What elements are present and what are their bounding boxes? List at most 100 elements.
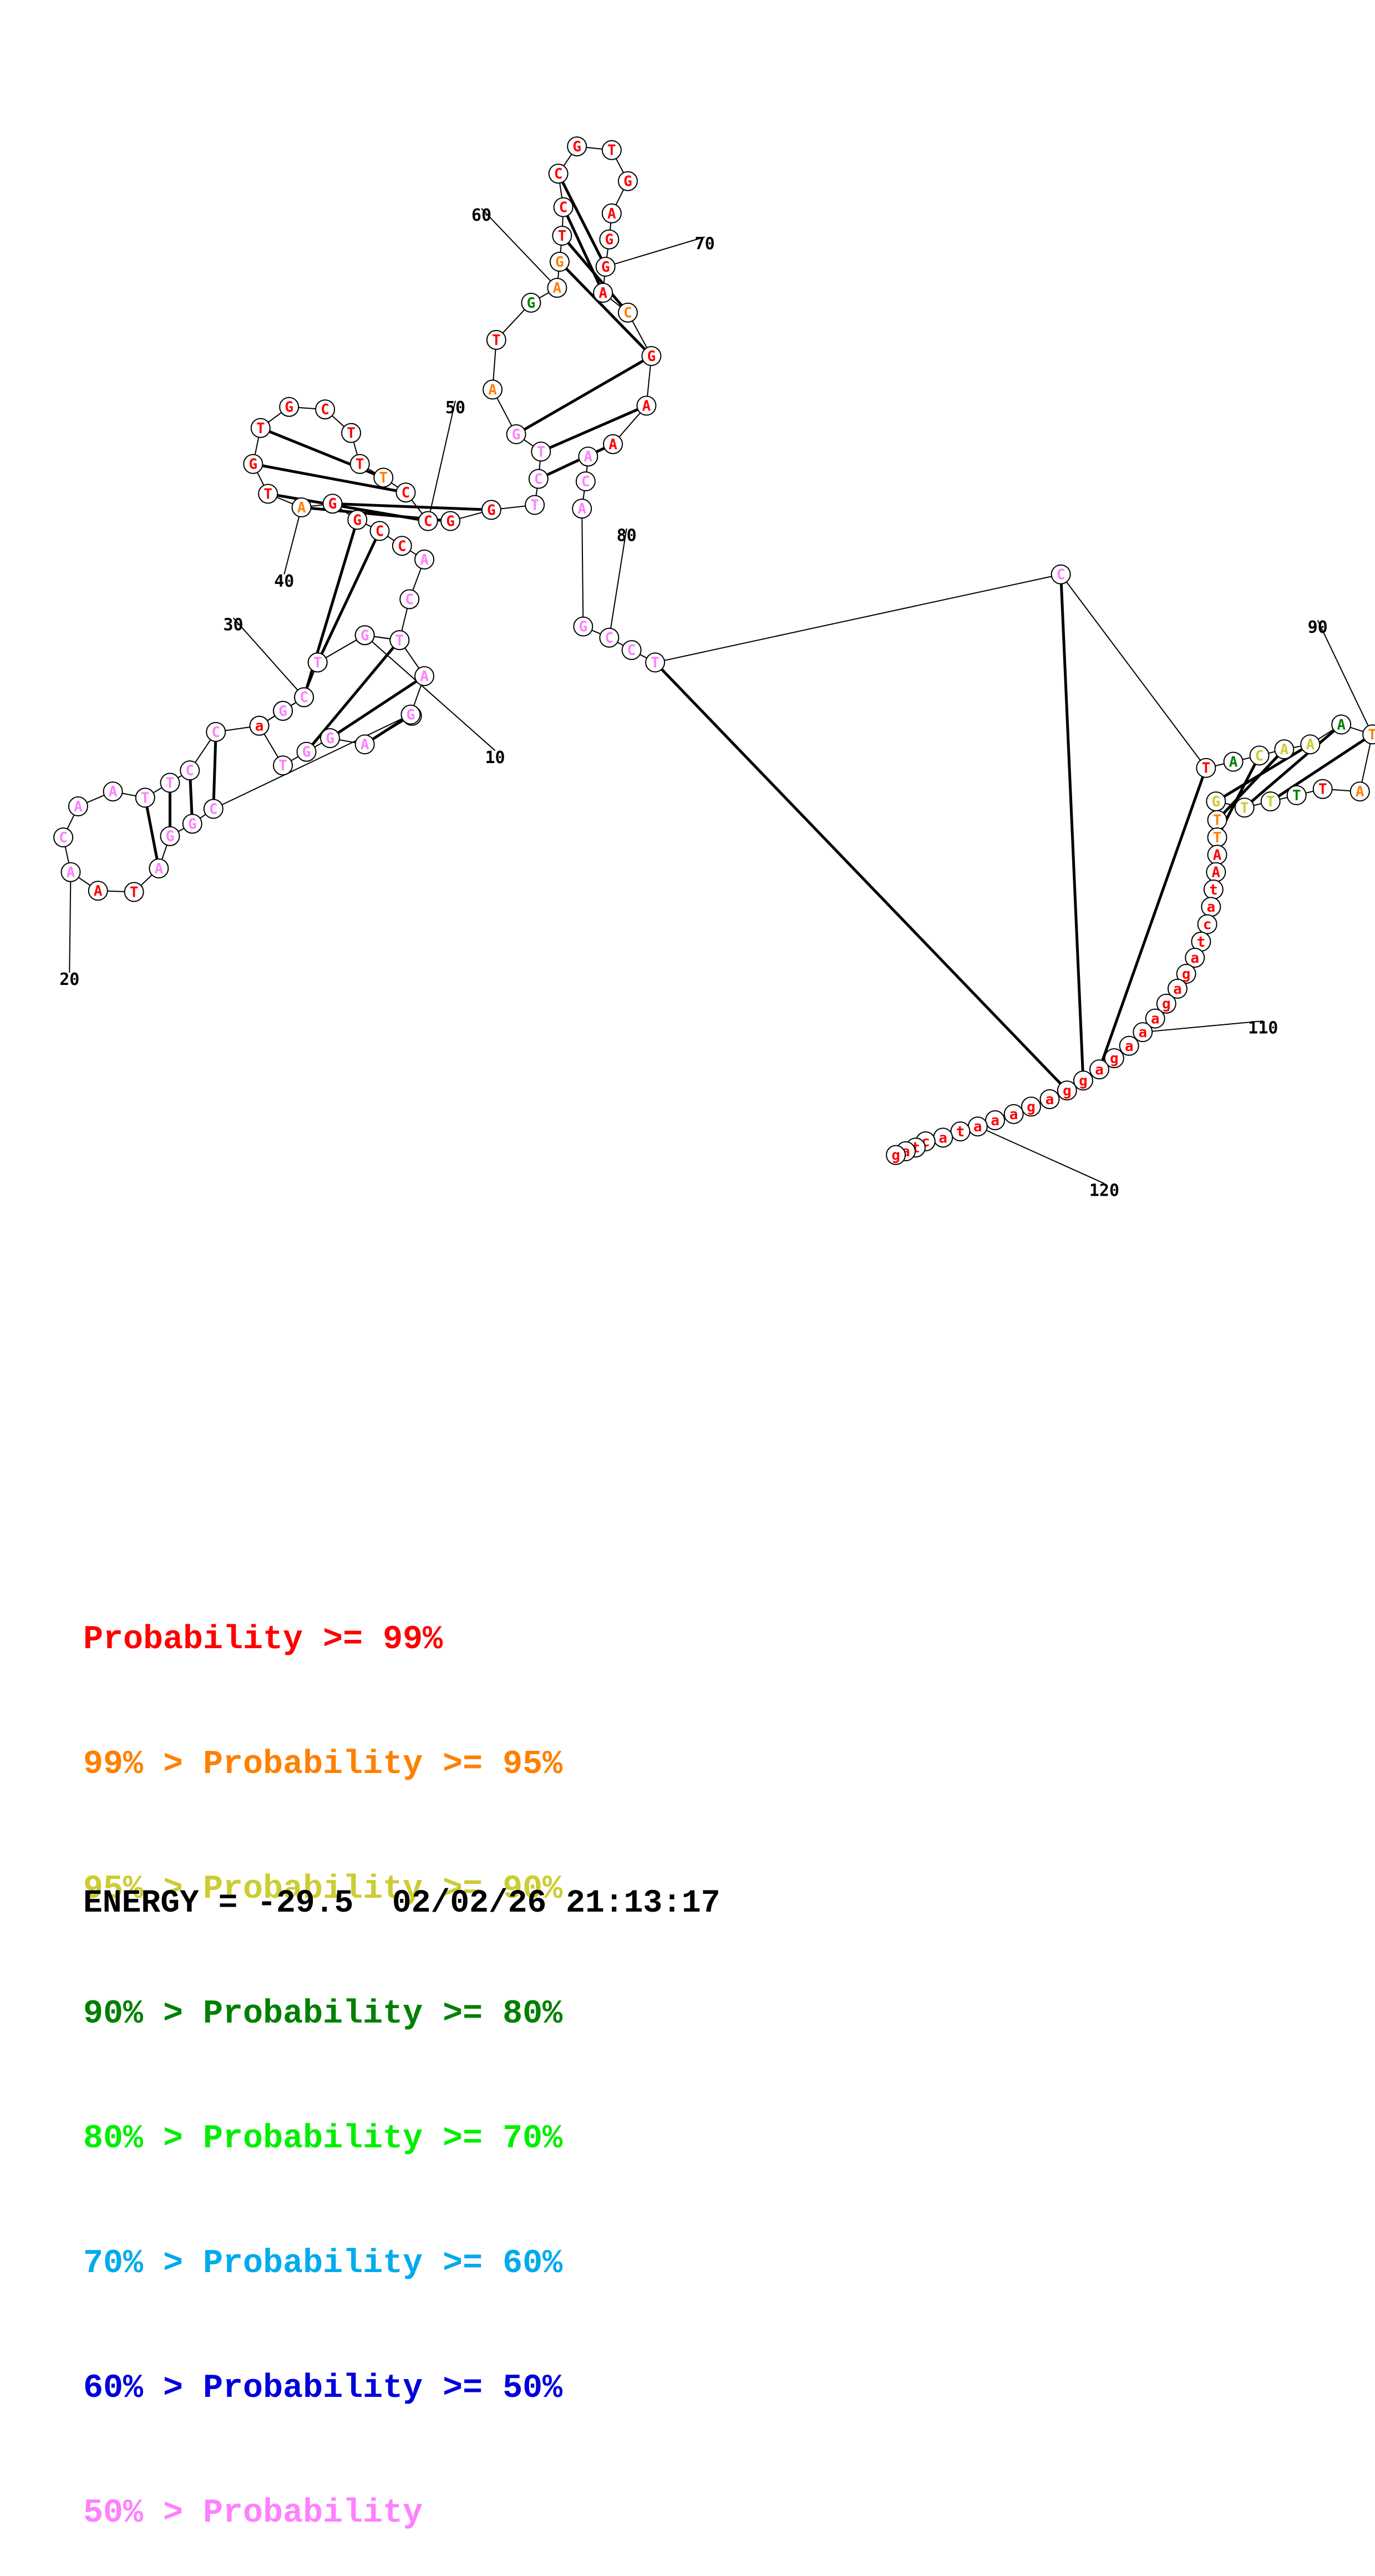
nucleotide-circle: [521, 292, 541, 313]
nucleotide-55: T: [531, 441, 551, 462]
nucleotide-base: C: [623, 305, 632, 322]
nucleotide-circle: [354, 734, 375, 755]
nucleotide-base: A: [67, 865, 75, 881]
nucleotide-39: G: [322, 494, 343, 514]
nucleotide-54: C: [528, 469, 549, 489]
nucleotide-base: C: [605, 630, 614, 647]
nucleotide-98: T: [1207, 827, 1227, 847]
nucleotide-24: T: [135, 787, 155, 808]
nucleotide-121: t: [950, 1121, 971, 1142]
nucleotide-106: g: [1176, 964, 1196, 984]
backbone-segment: [654, 573, 1061, 663]
nucleotide-77: C: [575, 471, 596, 491]
nucleotide-circle: [206, 722, 226, 742]
nucleotide-circle: [322, 494, 343, 514]
nucleotide-circle: [1156, 993, 1176, 1014]
nucleotide-base: A: [1337, 717, 1346, 733]
nucleotide-base: g: [1027, 1099, 1036, 1115]
legend-prefix: 50% >: [83, 2494, 204, 2532]
legend-text: Probability >= 50%: [203, 2370, 563, 2407]
nucleotide-base: a: [1190, 950, 1199, 967]
legend-prefix: 70% >: [83, 2245, 204, 2283]
nucleotide-base: a: [1151, 1011, 1160, 1028]
nucleotide-62: T: [552, 226, 572, 246]
nucleotide-85: A: [1223, 751, 1244, 772]
nucleotide-base: t: [956, 1124, 965, 1140]
nucleotide-circle: [572, 499, 592, 519]
legend-prefix: 90% >: [83, 1995, 204, 2033]
nucleotide-circle: [1051, 564, 1071, 585]
nucleotide-circle: [1274, 739, 1295, 760]
nucleotide-circle: [601, 140, 622, 160]
nucleotide-circle: [603, 434, 623, 454]
nucleotide-94: T: [1260, 791, 1281, 812]
legend-row: 70% > Probability >= 60%: [83, 2243, 562, 2285]
nucleotide-circle: [307, 652, 328, 673]
nucleotide-26: C: [180, 760, 200, 781]
legend-text: Probability >= 80%: [203, 1995, 563, 2033]
nucleotide-base: T: [263, 486, 272, 502]
nucleotide-base: G: [487, 502, 496, 519]
nucleotide-base: G: [302, 744, 311, 761]
position-tick: [605, 236, 705, 267]
position-markers: 10 20 30 40 50 60 70 80 90 110 120: [59, 206, 1373, 1200]
nucleotide-43: T: [250, 418, 271, 438]
position-label: 80: [617, 526, 637, 545]
backbone-segment: [581, 509, 584, 627]
legend-row: Probability >= 99%: [83, 1619, 562, 1661]
nucleotide-base: A: [598, 285, 607, 302]
nucleotide-51: G: [440, 511, 461, 531]
nucleotide-circle: [160, 826, 180, 846]
nucleotide-base: T: [607, 143, 616, 159]
nucleotide-base: G: [572, 139, 581, 155]
nucleotide-base: T: [492, 332, 501, 349]
position-label: 40: [274, 572, 294, 591]
base-pair: [537, 443, 614, 480]
nucleotide-circle: [1133, 1022, 1153, 1043]
nucleotide-circle: [1331, 714, 1352, 735]
nucleotide-base: T: [141, 790, 150, 806]
nucleotide-circle: [578, 446, 598, 467]
nucleotide-base: t: [1197, 934, 1206, 951]
nucleotide-circle: [886, 1145, 906, 1165]
nucleotide-circle: [88, 881, 108, 901]
nucleotide-99: A: [1207, 845, 1227, 865]
position-tick: [608, 528, 627, 638]
position-label: 90: [1308, 618, 1328, 637]
nucleotide-108: g: [1156, 993, 1176, 1014]
nucleotide-base: C: [1057, 567, 1066, 583]
nucleotide-64: C: [548, 164, 569, 184]
nucleotide-circle: [273, 700, 293, 721]
nucleotide-88: A: [1300, 734, 1321, 755]
nucleotide-base: A: [297, 500, 306, 516]
nucleotide-65: G: [567, 136, 587, 156]
nucleotide-base: G: [249, 456, 258, 473]
nucleotide-71: A: [593, 282, 613, 303]
nucleotide-41: T: [258, 484, 278, 504]
nucleotide-base: a: [1046, 1091, 1054, 1108]
nucleotide-21: C: [53, 827, 74, 847]
nucleotide-base: G: [285, 399, 293, 416]
nucleotide-circle: [645, 652, 666, 673]
nucleotide-circle: [149, 858, 169, 878]
nucleotide-28: a: [249, 715, 270, 736]
nucleotide-circle: [599, 627, 620, 648]
nucleotide-base: T: [558, 228, 567, 245]
nucleotide-91: A: [1349, 781, 1370, 802]
nucleotide-116: a: [1039, 1089, 1060, 1109]
legend-prefix: 95% >: [83, 1871, 204, 1908]
nucleotide-105: a: [1185, 947, 1205, 968]
nucleotide-base: C: [559, 200, 568, 216]
nucleotide-base: G: [446, 514, 455, 530]
nucleotide-circle: [549, 252, 570, 272]
timestamp: 02/02/26 21:13:17: [392, 1886, 721, 1922]
nucleotide-circle: [135, 787, 155, 808]
nucleotide-circle: [182, 814, 202, 834]
nucleotide-103: c: [1197, 914, 1217, 934]
nucleotide-base: a: [973, 1119, 982, 1135]
nucleotide-circle: [440, 511, 461, 531]
nucleotide-circle: [1362, 724, 1375, 745]
nucleotide-66: T: [601, 140, 622, 160]
nucleotide-circle: [1260, 791, 1281, 812]
base-pair: [1059, 574, 1085, 1081]
